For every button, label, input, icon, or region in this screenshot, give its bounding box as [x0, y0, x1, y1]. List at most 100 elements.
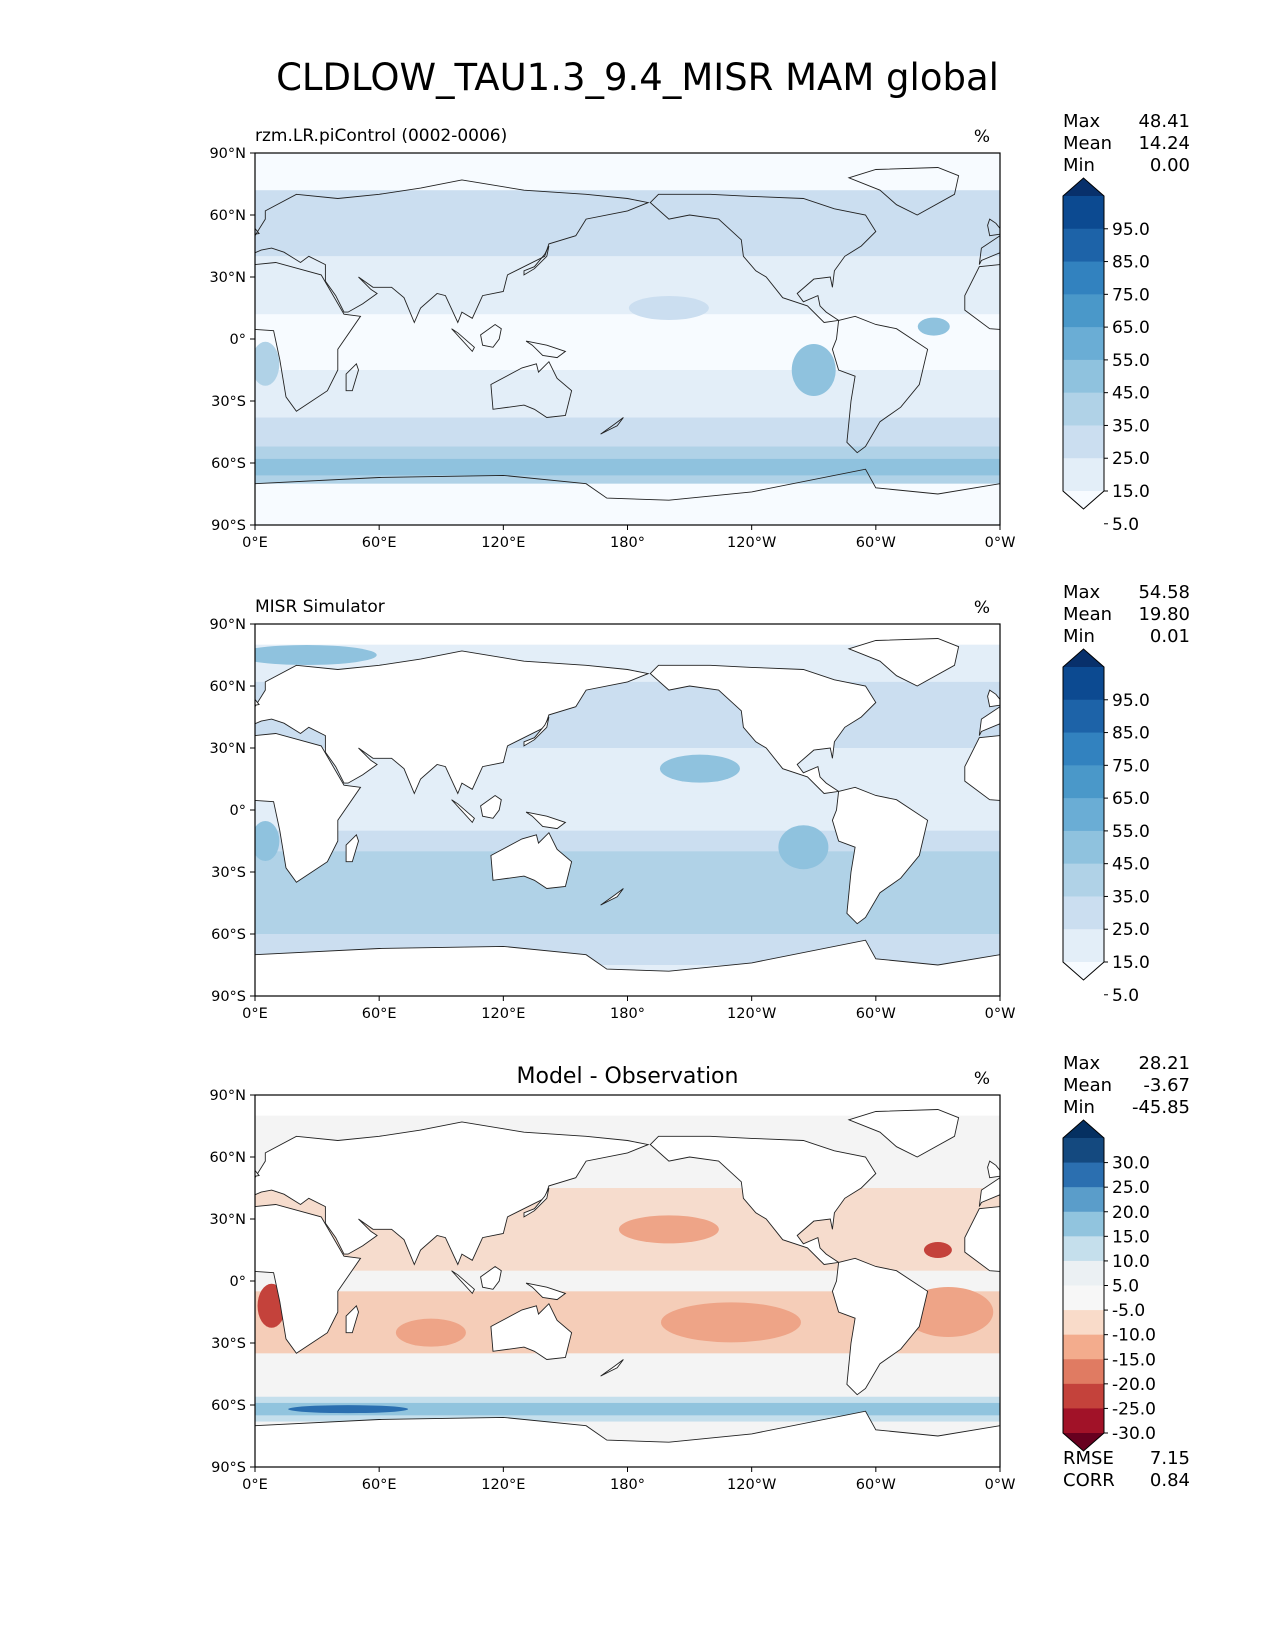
colorbar: 95.0 85.0 75.0 65.0 55.0 45.0 35.0 25.0 15.0 5.0	[1062, 177, 1150, 535]
coastline-japan	[1269, 1188, 1275, 1217]
coastline-new-guinea	[1271, 341, 1275, 358]
lon-tick-label: 120°E	[481, 1006, 525, 1022]
lon-tick-label: 0°W	[985, 535, 1016, 551]
map-area	[255, 1095, 1275, 1467]
colorbar-level-label: 85.0	[1112, 253, 1150, 273]
lon-tick-label: 60°E	[362, 535, 397, 551]
coastline-sumatra	[1197, 800, 1220, 823]
colorbar: 95.0 85.0 75.0 65.0 55.0 45.0 35.0 25.0 15.0 5.0	[1062, 648, 1150, 1006]
colorbar-segment	[1063, 1408, 1104, 1434]
lon-tick-label: 0°E	[242, 1477, 268, 1493]
colorbar-segment	[1063, 228, 1104, 263]
colorbar-level-label: 30.0	[1112, 1154, 1150, 1174]
coastline-uk	[255, 698, 260, 706]
colorbar-segment	[1063, 1138, 1104, 1164]
lon-tick-label: 120°E	[481, 535, 525, 551]
coastline-sumatra	[1197, 329, 1220, 352]
coastline-africa	[255, 262, 362, 412]
coastline-eurasia	[255, 1121, 650, 1266]
colorbar-segment	[1063, 1285, 1104, 1311]
colorbar-level-label: 55.0	[1112, 822, 1150, 842]
coastline-borneo	[480, 794, 502, 819]
lon-tick-label: 60°W	[856, 1477, 896, 1493]
coastline-japan	[523, 1187, 550, 1218]
colorbar-level-label: 85.0	[1112, 724, 1150, 744]
colorbar-extend-max	[1063, 649, 1104, 667]
coastline-japan	[523, 716, 550, 747]
colorbar-segment	[1063, 392, 1104, 426]
coastline-new-guinea	[1271, 812, 1275, 829]
field-peru	[778, 825, 829, 870]
field-se-pacific-bias	[660, 1302, 801, 1343]
coastline-australia	[490, 1302, 573, 1360]
colorbar-level-label: 10.0	[1112, 1252, 1150, 1272]
lat-tick-label: 90°N	[209, 146, 246, 162]
field-band-subtropics-s	[255, 370, 1000, 422]
coastline-north-america	[649, 1135, 877, 1265]
stat-label-min: Min	[1063, 1097, 1095, 1118]
field-ne-pacific-bias	[618, 1215, 719, 1244]
coastline-antarctica	[255, 468, 1000, 525]
lon-tick-label: 0°W	[985, 1006, 1016, 1022]
colorbar-extend-min	[1063, 962, 1104, 980]
lon-tick-label: 120°E	[481, 1477, 525, 1493]
coastline-greenland	[847, 167, 960, 216]
colorbar-segment	[1063, 261, 1104, 295]
coastline-new-zealand	[600, 1359, 624, 1377]
field-missing-north	[255, 624, 1000, 645]
stat-value-mean: -3.67	[1143, 1075, 1190, 1096]
coastline-new-zealand	[600, 417, 624, 435]
colorbar-segment	[1063, 699, 1104, 734]
colorbar-level-label: 5.0	[1112, 1277, 1139, 1297]
stat-value-max: 54.58	[1138, 582, 1190, 603]
coastline-antarctica	[255, 1410, 1000, 1467]
stat-label-max: Max	[1063, 111, 1101, 132]
lat-tick-label: 90°S	[211, 989, 246, 1005]
lon-tick-label: 0°E	[242, 535, 268, 551]
colorbar-level-label: 65.0	[1112, 789, 1150, 809]
colorbar-level-label: 15.0	[1112, 482, 1150, 502]
panel-2: 90°N 60°N 30°N 0° 30°S 60°S 90°S0°E 60°E 120°E 18…	[209, 582, 1275, 1022]
lat-tick-label: 90°N	[209, 1088, 246, 1104]
lat-tick-label: 30°N	[209, 741, 246, 757]
field-missing-north	[255, 1095, 1000, 1116]
colorbar-level-label: 15.0	[1112, 1227, 1150, 1247]
lat-tick-label: 60°N	[209, 1150, 246, 1166]
field-southern-ocean-max	[288, 1405, 409, 1414]
coastline-africa	[255, 1204, 362, 1354]
colorbar-level-label: -30.0	[1112, 1424, 1156, 1444]
colorbar-segment	[1063, 1211, 1104, 1237]
colorbar-extend-max	[1063, 178, 1104, 196]
field-atlantic-hotspot	[923, 1242, 952, 1258]
lon-tick-label: 120°W	[727, 1477, 776, 1493]
lon-tick-label: 120°W	[727, 1006, 776, 1022]
field-southern-ocean-pos-core	[255, 1402, 1000, 1416]
colorbar-segment	[1063, 765, 1104, 799]
stat-label-mean: Mean	[1063, 133, 1112, 154]
colorbar-segment	[1063, 1310, 1104, 1336]
colorbar-level-label: 75.0	[1112, 285, 1150, 305]
colorbar-level-label: -5.0	[1112, 1301, 1145, 1321]
colorbar-level-label: 75.0	[1112, 756, 1150, 776]
metric-value-rmse: 7.15	[1150, 1448, 1190, 1469]
coastline-south-america	[831, 315, 929, 454]
stat-value-mean: 19.80	[1138, 604, 1190, 625]
coastline-greenland	[847, 1109, 960, 1158]
lat-tick-label: 90°S	[211, 518, 246, 534]
coastline-new-guinea	[525, 340, 567, 359]
panel-title: Model - Observation	[517, 1064, 739, 1089]
coastline-sumatra	[451, 799, 475, 824]
coastline-borneo	[1226, 796, 1247, 819]
metric-label-rmse: RMSE	[1063, 1448, 1114, 1469]
colorbar-segment	[1063, 798, 1104, 832]
lat-tick-label: 60°S	[211, 1398, 246, 1414]
colorbar-level-label: 35.0	[1112, 416, 1150, 436]
colorbar-level-label: 95.0	[1112, 220, 1150, 240]
colorbar-segment	[1063, 1334, 1104, 1360]
lon-tick-label: 60°E	[362, 1006, 397, 1022]
colorbar: 30.0 25.0 20.0 15.0 10.0 5.0 -5.0 -10.0 -15.0 -20…	[1062, 1119, 1156, 1452]
panel-3: 90°N 60°N 30°N 0° 30°S 60°S 90°S0°E 60°E 120°E 18…	[209, 1053, 1275, 1493]
coastline-borneo	[1226, 1267, 1247, 1290]
metric-label-corr: CORR	[1063, 1470, 1115, 1491]
lat-tick-label: 90°N	[209, 617, 246, 633]
